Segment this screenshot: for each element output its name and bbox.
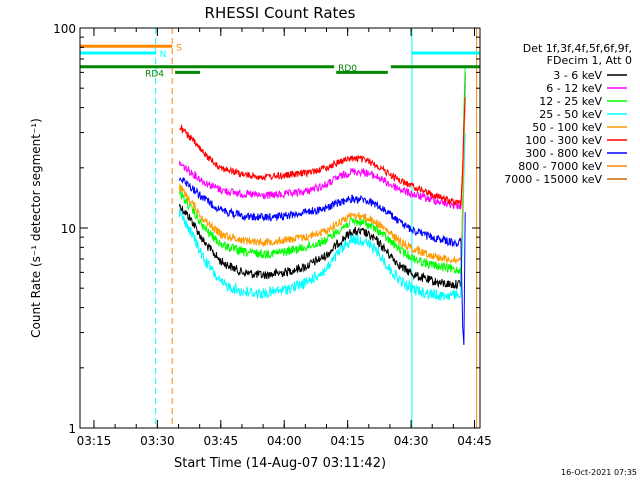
series-25-50-kev (178, 132, 466, 301)
x-tick-label-1: 03:30 (140, 434, 175, 448)
series-100-300-kev (179, 97, 466, 207)
series-50-100-kev (178, 97, 466, 264)
legend-label-1: 6 - 12 keV (546, 82, 602, 95)
legend-label-2: 12 - 25 keV (539, 95, 602, 108)
legend-label-6: 300 - 800 keV (525, 147, 602, 160)
x-tick-label-4: 04:15 (330, 434, 365, 448)
legend-label-4: 50 - 100 keV (532, 121, 602, 134)
legend-label-7: 800 - 7000 keV (518, 160, 602, 173)
x-tick-label-5: 04:30 (394, 434, 429, 448)
x-tick-label-3: 04:00 (267, 434, 302, 448)
status-bar-label-s: S (176, 43, 182, 53)
series-3-6-kev (178, 72, 466, 290)
y-tick-label-1: 10 (61, 222, 76, 236)
x-tick-label-6: 04:45 (457, 434, 492, 448)
y-axis-label: Count Rate (s⁻¹ detector segment⁻¹) (29, 118, 43, 338)
status-bar-label-n: N (160, 50, 167, 60)
status-bar-label-rd0: RD0 (338, 64, 357, 74)
legend-header-0: Det 1f,3f,4f,5f,6f,9f, (523, 42, 632, 55)
chart-title: RHESSI Count Rates (205, 4, 356, 22)
timestamp: 16-Oct-2021 07:35 (561, 468, 637, 477)
x-tick-label-0: 03:15 (77, 434, 112, 448)
legend-label-3: 25 - 50 keV (539, 108, 602, 121)
legend-header-1: FDecim 1, Att 0 (547, 54, 632, 67)
plot-frame (79, 27, 481, 429)
y-tick-label-2: 100 (53, 22, 76, 36)
status-bar-label-rd4: RD4 (145, 69, 164, 79)
legend-label-5: 100 - 300 keV (525, 134, 602, 147)
series-12-25-kev (178, 65, 466, 274)
legend-label-8: 7000 - 15000 keV (504, 173, 602, 186)
x-axis-label: Start Time (14-Aug-07 03:11:42) (174, 456, 386, 471)
y-tick-label-0: 1 (68, 422, 76, 436)
plot-area: SN RD0 RD4 1 10 100 03:15 03:30 03:45 04:00 04:15 0… (53, 22, 492, 448)
series-6-12-kev (178, 107, 466, 211)
legend: Det 1f,3f,4f,5f,6f,9f,FDecim 1, Att 0 3 -… (504, 42, 632, 186)
legend-label-0: 3 - 6 keV (553, 69, 602, 82)
series-300-800-kev (178, 176, 466, 346)
x-tick-label-2: 03:45 (204, 434, 239, 448)
